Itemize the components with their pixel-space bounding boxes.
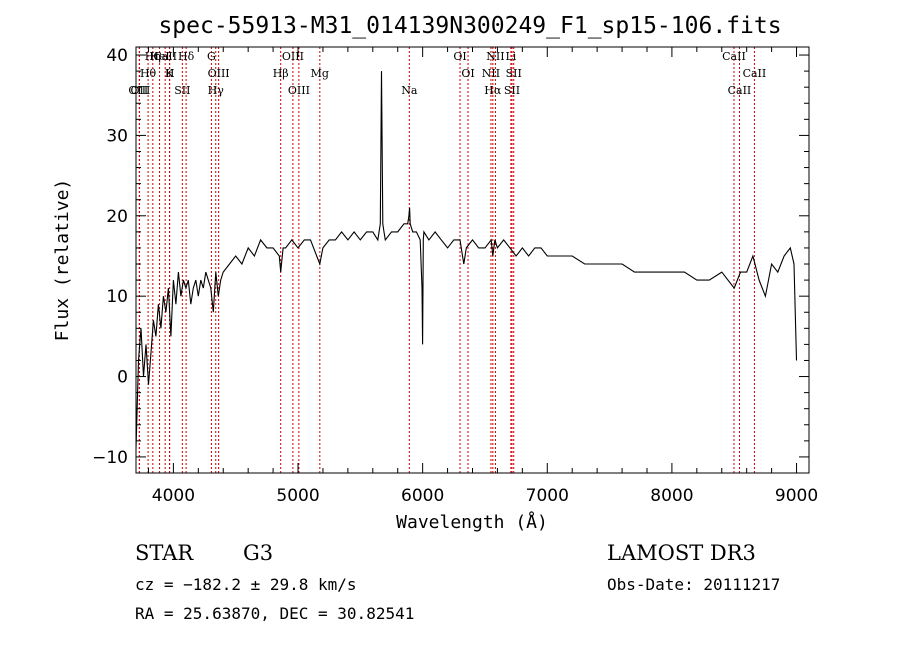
redshift-velocity: cz = −182.2 ± 29.8 km/s [135,575,357,594]
line-marker-label: OIII [128,84,150,97]
line-marker-label: OII [131,84,149,97]
line-marker-label: OIII [288,84,310,97]
y-tick-label: 10 [106,287,128,307]
line-marker-label: Hη [145,50,161,63]
line-marker-label: Hδ [178,50,195,63]
line-marker-label: K [165,67,174,80]
line-marker-label: CaII [722,50,746,63]
line-marker-label: CaII [743,67,767,80]
line-marker-label: Hθ [140,67,157,80]
x-tick-label: 9000 [775,486,818,506]
line-marker-label: H [165,67,175,80]
line-marker-label: NII [486,50,504,63]
x-axis-label: Wavelength (Å) [396,511,548,533]
x-tick-label: 4000 [152,486,195,506]
line-marker-label: SII [174,84,190,97]
line-marker-label: Li [505,50,516,63]
line-marker-label: Na [401,84,418,97]
line-marker-label: SII [504,84,520,97]
object-subclass: G3 [243,541,273,565]
object-class: STAR [135,541,194,565]
line-marker-label: CaII [153,50,177,63]
y-tick-label: 30 [106,126,128,146]
flux-series [135,71,798,449]
x-axis: 4000 5000 6000 7000 8000 9000 [147,47,818,506]
plot-frame [135,46,810,474]
x-tick-label: 7000 [526,486,569,506]
observation-date: Obs-Date: 20111217 [607,575,780,594]
y-axis: −10 0 10 20 30 40 [92,46,809,468]
line-marker-label: NII [482,67,500,80]
line-marker-label: HeI [149,50,169,63]
line-marker-label: Hγ [208,84,225,97]
y-tick-label: 40 [106,46,128,66]
line-marker-label: Hα [484,84,502,97]
sky-coordinates: RA = 25.63870, DEC = 30.82541 [135,604,414,623]
x-tick-label: 5000 [276,486,319,506]
x-tick-label: 8000 [650,486,693,506]
y-axis-label: Flux (relative) [52,179,73,342]
line-marker-label: SII [506,67,522,80]
y-tick-label: −10 [92,448,128,468]
spectral-line-markers [138,47,755,473]
y-tick-label: 20 [106,207,128,227]
line-marker-label: Mg [311,67,329,80]
survey-name: LAMOST DR3 [607,541,756,565]
chart-title: spec-55913-M31_014139N300249_F1_sp15-106… [158,13,781,39]
line-marker-label: CaII [728,84,752,97]
line-marker-label: OIII [208,67,230,80]
spectral-line-labels: CaII Hθ OII HeI K OIII Hη H SII Hδ OIII Hγ G Hβ OIII OI… [128,50,766,97]
line-marker-label: OI [453,50,466,63]
line-marker-label: OIII [282,50,304,63]
line-marker-label: OI [461,67,474,80]
line-marker-label: G [207,50,216,63]
y-tick-label: 0 [117,368,128,388]
line-marker-label: Hβ [273,67,289,80]
x-tick-label: 6000 [401,486,444,506]
